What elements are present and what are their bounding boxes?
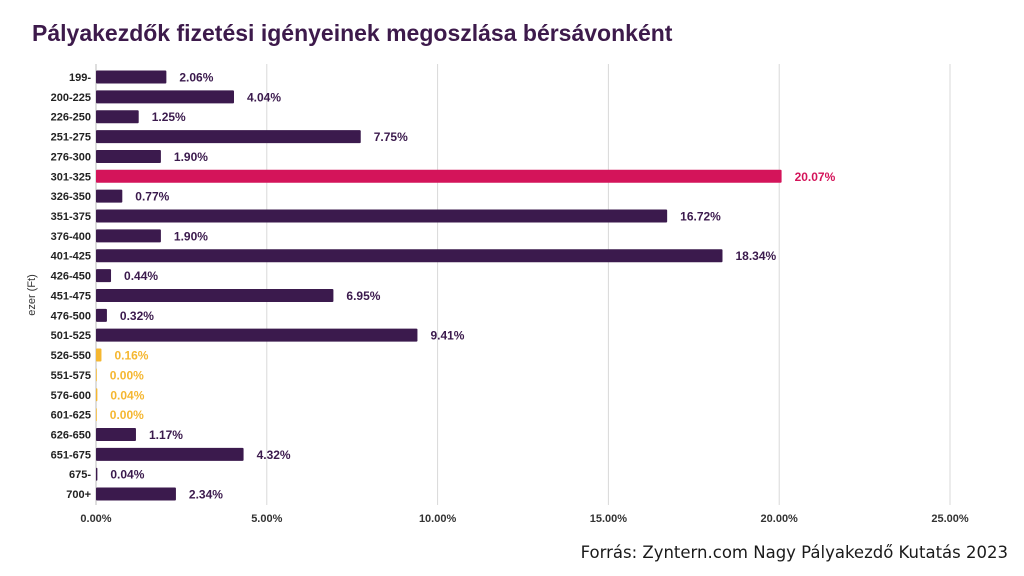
value-label: 0.32% <box>120 309 154 323</box>
bar <box>96 408 97 422</box>
bar <box>96 487 176 501</box>
bar <box>96 209 668 223</box>
bar <box>96 110 139 124</box>
value-label: 6.95% <box>346 289 380 303</box>
bar <box>96 149 161 163</box>
value-label: 0.00% <box>110 408 144 422</box>
bar <box>96 249 723 263</box>
bar <box>96 447 244 461</box>
value-label: 0.00% <box>110 368 144 382</box>
value-label: 1.90% <box>174 150 208 164</box>
category-label: 626-650 <box>51 429 91 441</box>
x-tick-label: 15.00% <box>590 513 628 525</box>
category-label: 526-550 <box>51 350 91 362</box>
category-label: 651-675 <box>51 449 91 461</box>
value-label: 0.77% <box>135 190 169 204</box>
bar <box>96 388 98 402</box>
bar <box>96 130 361 144</box>
category-label: 576-600 <box>51 390 91 402</box>
category-label: 551-575 <box>51 370 91 382</box>
value-label: 16.72% <box>680 210 721 224</box>
value-label: 20.07% <box>795 170 836 184</box>
category-label: 501-525 <box>51 330 91 342</box>
category-label: 451-475 <box>51 290 91 302</box>
category-label: 199- <box>69 72 91 84</box>
bar <box>96 269 112 283</box>
category-label: 226-250 <box>51 112 91 124</box>
x-tick-label: 25.00% <box>931 513 969 525</box>
category-label: 276-300 <box>51 151 91 163</box>
bar <box>96 288 334 302</box>
category-label: 301-325 <box>51 171 91 183</box>
source-note: Forrás: Zyntern.com Nagy Pályakezdő Kuta… <box>580 543 1008 562</box>
value-label: 1.90% <box>174 229 208 243</box>
category-label: 476-500 <box>51 310 91 322</box>
value-label: 7.75% <box>374 130 408 144</box>
value-label: 0.04% <box>110 468 144 482</box>
value-label: 0.04% <box>110 388 144 402</box>
value-label: 9.41% <box>430 329 464 343</box>
bars <box>96 70 782 501</box>
bar <box>96 70 167 84</box>
category-label: 326-350 <box>51 191 91 203</box>
bar <box>96 308 107 322</box>
value-label: 4.32% <box>257 448 291 462</box>
value-label: 2.06% <box>179 71 213 85</box>
value-labels: 2.06% 4.04% 1.25% 7.75% 1.90% 20.07% 0.77% 16.7… <box>110 71 836 502</box>
category-label: 200-225 <box>51 92 91 104</box>
bar <box>96 467 98 481</box>
x-tick-label: 5.00% <box>251 513 282 525</box>
chart-title: Pályakezdők fizetési igényeinek megoszlá… <box>32 20 673 46</box>
value-label: 1.17% <box>149 428 183 442</box>
value-label: 0.44% <box>124 269 158 283</box>
bar <box>96 189 123 203</box>
category-label: 426-450 <box>51 271 91 283</box>
value-label: 18.34% <box>735 249 776 263</box>
category-label: 401-425 <box>51 251 91 263</box>
value-label: 1.25% <box>152 110 186 124</box>
category-labels: 199- 200-225 226-250 251-275 276-300 301-325 3… <box>51 72 92 501</box>
bar <box>96 229 161 243</box>
category-label: 601-625 <box>51 410 91 422</box>
x-tick-label: 0.00% <box>80 513 111 525</box>
x-tick-label: 20.00% <box>761 513 799 525</box>
value-label: 0.16% <box>114 349 148 363</box>
x-tick-label: 10.00% <box>419 513 457 525</box>
category-label: 700+ <box>66 489 91 501</box>
bar <box>96 348 102 362</box>
y-axis-label: ezer (Ft) <box>26 274 38 316</box>
bar <box>96 169 782 183</box>
bar <box>96 427 136 441</box>
bar <box>96 328 418 342</box>
bar <box>96 368 97 382</box>
bar <box>96 90 235 104</box>
x-tick-labels: 0.00% 5.00% 10.00% 15.00% 20.00% 25.00% <box>80 513 968 525</box>
value-label: 2.34% <box>189 488 223 502</box>
category-label: 376-400 <box>51 231 91 243</box>
category-label: 251-275 <box>51 132 91 144</box>
value-label: 4.04% <box>247 90 281 104</box>
category-label: 675- <box>69 469 91 481</box>
category-label: 351-375 <box>51 211 91 223</box>
